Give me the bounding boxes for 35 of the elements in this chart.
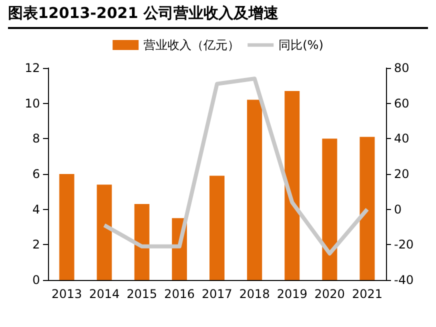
bar bbox=[134, 204, 150, 280]
x-tick-label: 2016 bbox=[164, 287, 195, 301]
y-tick-label: 12 bbox=[24, 61, 40, 75]
y-tick-label: 4 bbox=[32, 202, 40, 216]
bar bbox=[322, 138, 338, 280]
y2-tick-label: 40 bbox=[394, 132, 410, 146]
x-tick-label: 2014 bbox=[89, 287, 120, 301]
bar bbox=[96, 184, 112, 280]
x-tick-label: 2013 bbox=[52, 287, 82, 301]
y-tick-label: 2 bbox=[32, 238, 40, 252]
y2-tick-label: 20 bbox=[394, 167, 410, 181]
bar bbox=[247, 100, 262, 280]
x-tick-label: 2017 bbox=[202, 287, 232, 301]
y-tick-label: 0 bbox=[32, 273, 40, 287]
y-tick-label: 8 bbox=[32, 132, 40, 146]
y-tick-label: 6 bbox=[32, 167, 40, 181]
legend-label: 同比(%) bbox=[278, 38, 324, 52]
x-tick-label: 2020 bbox=[314, 287, 345, 301]
chart-title: 图表12013-2021 公司营业收入及增速 bbox=[8, 4, 428, 29]
bar bbox=[284, 90, 300, 280]
x-tick-label: 2015 bbox=[126, 287, 158, 301]
y2-tick-label: 0 bbox=[394, 202, 402, 216]
bar bbox=[59, 174, 74, 280]
line-series bbox=[102, 76, 370, 256]
x-tick-label: 2018 bbox=[239, 287, 270, 301]
x-tick-label: 2021 bbox=[352, 287, 382, 301]
y2-tick-label: -20 bbox=[394, 238, 414, 252]
legend-label: 营业收入（亿元） bbox=[144, 38, 240, 52]
x-tick-label: 2019 bbox=[276, 287, 308, 301]
y2-tick-label: 60 bbox=[394, 96, 410, 110]
bar bbox=[360, 136, 375, 280]
bar bbox=[209, 176, 225, 280]
y2-tick-label: -40 bbox=[394, 273, 414, 287]
y-tick-label: 10 bbox=[24, 96, 40, 110]
y2-tick-label: 80 bbox=[394, 61, 410, 75]
